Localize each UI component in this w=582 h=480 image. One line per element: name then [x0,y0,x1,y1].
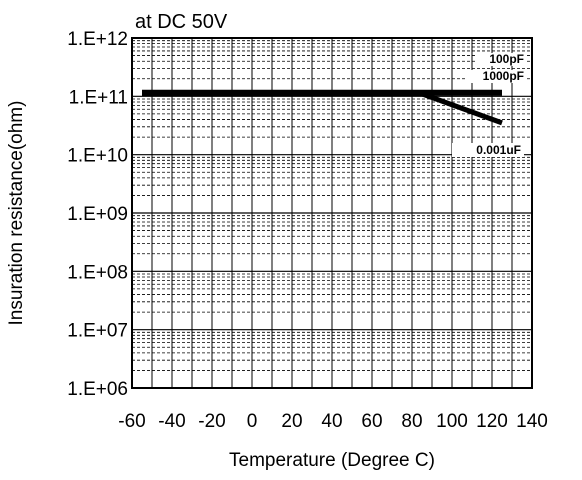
legend-label-1000pF-text: 1000pF [483,69,524,83]
y-tick-label: 1.E+08 [67,262,128,283]
x-tick-label: -60 [118,411,145,432]
x-tick-label: 60 [361,411,382,432]
y-tick-label: 1.E+11 [69,87,128,108]
x-tick-labels: -60 -40 -20 0 20 40 60 80 100 120 140 [118,411,548,432]
series-lines [142,89,503,126]
legend-labels: 100pF 1000pF 0.001uF [452,52,527,157]
x-tick-label: 120 [476,411,508,432]
legend-label-bg [467,70,527,83]
y-tick-label: 1.E+09 [67,204,128,225]
y-tick-label: 1.E+12 [67,29,128,50]
x-tick-label: 140 [516,411,548,432]
legend-label-0.001uF: 0.001uF [452,143,524,157]
x-tick-label: 100 [436,411,468,432]
y-tick-label: 1.E+06 [67,379,128,400]
legend-label-100pF: 100pF [475,52,527,66]
y-tick-label: 1.E+10 [67,146,128,167]
series-line-0.001uF [142,91,503,126]
x-tick-label: 80 [401,411,422,432]
plot-frame [131,37,533,389]
legend-label-bg [452,143,524,157]
x-tick-label: -40 [158,411,185,432]
legend-label-100pF-text: 100pF [489,52,524,66]
x-tick-label: 20 [281,411,302,432]
y-tick-labels: 1.E+06 1.E+07 1.E+08 1.E+09 1.E+10 1.E+11 1.E+… [67,29,128,400]
legend-label-0.001uF-text: 0.001uF [476,143,521,157]
legend-label-1000pF: 1000pF [467,69,527,83]
y-tick-label: 1.E+07 [67,321,128,342]
x-tick-label: 0 [247,411,258,432]
y-axis-title: Insuration resistance(ohm) [6,101,27,326]
x-axis-title: Temperature (Degree C) [229,450,435,471]
x-tick-label: 40 [321,411,342,432]
chart-title: at DC 50V [135,11,228,33]
x-tick-label: -20 [198,411,225,432]
legend-label-bg [475,53,527,66]
